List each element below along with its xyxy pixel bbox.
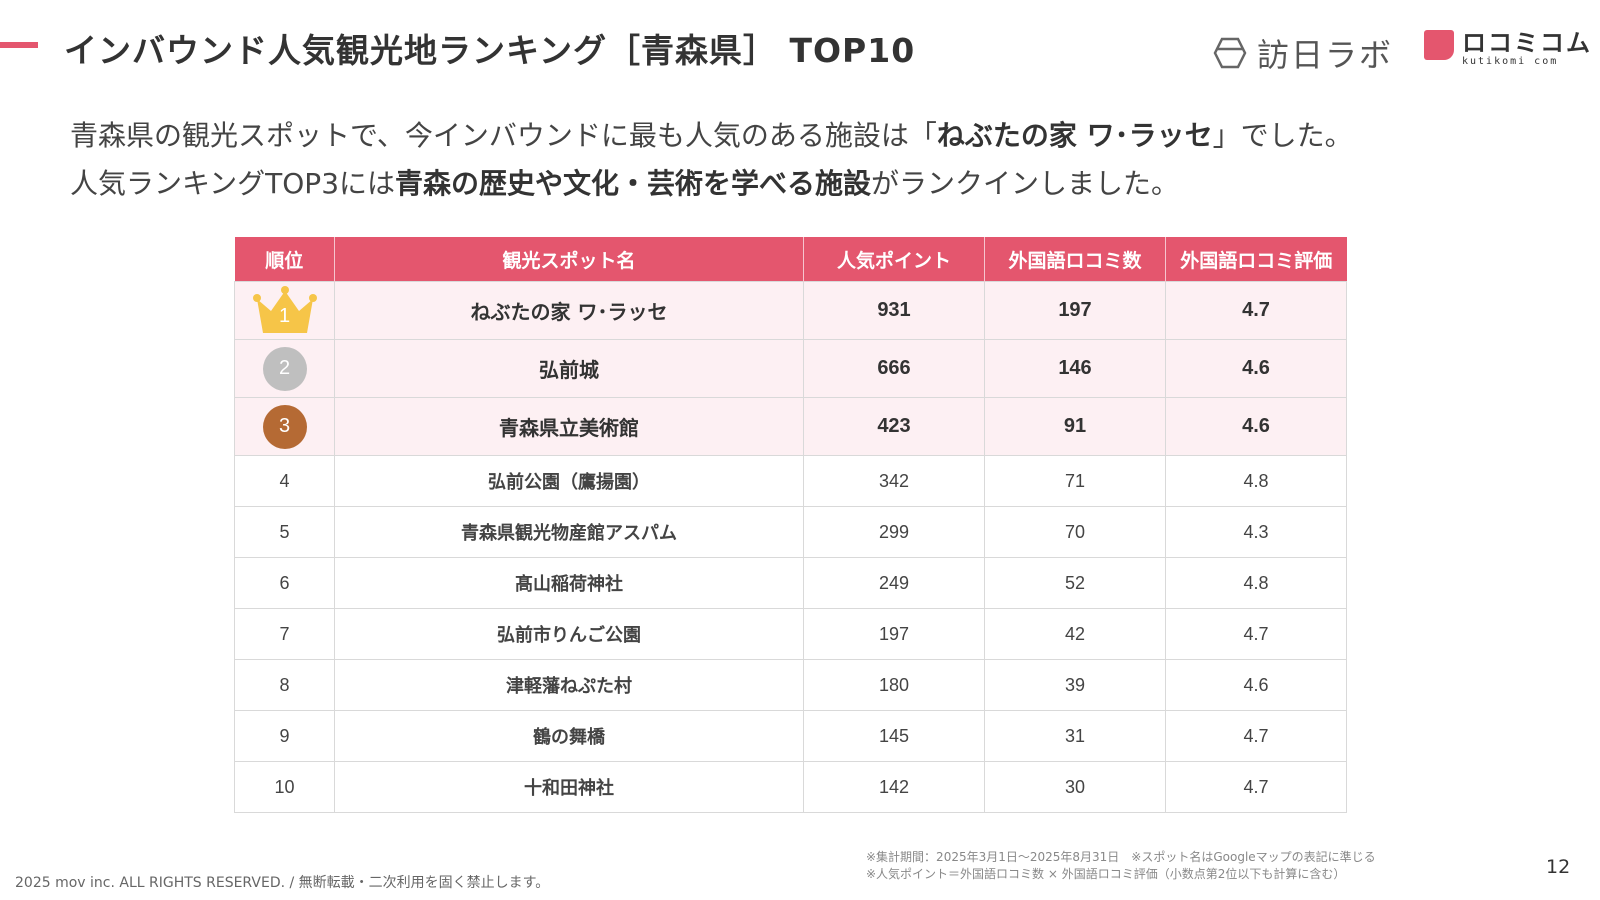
rating-value: 4.7 [1165,608,1347,660]
rank-cell: 4 [234,455,335,507]
logo-houjin-labo: 訪日ラボ [1213,30,1393,76]
lead-highlight-1: ねぶたの家 ワ･ラッセ [936,119,1213,152]
footnote: ※集計期間：2025年3月1日〜2025年8月31日 ※スポット名はGoogle… [866,849,1376,883]
hexagon-logo-icon [1213,37,1247,69]
rank-cell: 2 [234,339,335,398]
page-title: インバウンド人気観光地ランキング［青森県］ TOP10 [64,31,916,70]
speech-bubble-icon [1424,30,1454,60]
rank-cell: 5 [234,506,335,558]
lead-line-1: 青森県の観光スポットで、今インバウンドに最も人気のある施設は「ねぶたの家 ワ･ラ… [70,119,1353,152]
reviews-value: 31 [984,710,1166,762]
table-row: 1 ねぶたの家 ワ･ラッセ 931 197 4.7 [234,281,1347,340]
rank-number: 1 [278,304,291,327]
points-value: 342 [803,455,985,507]
rating-value: 4.8 [1165,455,1347,507]
table-row: 8 津軽藩ねぷた村 180 39 4.6 [234,659,1347,711]
rank-cell: 8 [234,659,335,711]
points-value: 666 [803,339,985,398]
accent-bar [0,42,38,48]
table-row: 2 弘前城 666 146 4.6 [234,339,1347,398]
header-reviews: 外国語ロコミ数 [984,237,1166,282]
points-value: 249 [803,557,985,609]
gold-crown-icon: 1 [252,285,317,337]
lead-highlight-2: 青森の歴史や文化・芸術を学べる施設 [395,167,872,200]
points-value: 145 [803,710,985,762]
points-value: 299 [803,506,985,558]
rating-value: 4.6 [1165,659,1347,711]
rank-cell: 3 [234,397,335,456]
footnote-line-2: ※人気ポイント＝外国語ロコミ数 × 外国語ロコミ評価（小数点第2位以下も計算に含… [866,867,1346,881]
table-row: 7 弘前市りんご公園 197 42 4.7 [234,608,1347,660]
reviews-value: 52 [984,557,1166,609]
spot-name: 津軽藩ねぷた村 [334,659,804,711]
page-number: 12 [1546,856,1571,878]
spot-name: 青森県観光物産館アスパム [334,506,804,558]
rank-cell: 10 [234,761,335,813]
ranking-table: 順位 観光スポット名 人気ポイント 外国語ロコミ数 外国語ロコミ評価 1 ね [234,237,1347,813]
table-row: 4 弘前公園（鷹揚園） 342 71 4.8 [234,455,1347,507]
rating-value: 4.7 [1165,761,1347,813]
lead-line-2: 人気ランキングTOP3には青森の歴史や文化・芸術を学べる施設がランクインしました… [70,167,1180,200]
table-row: 5 青森県観光物産館アスパム 299 70 4.3 [234,506,1347,558]
bronze-medal-icon: 3 [262,404,307,449]
header-rank: 順位 [234,237,335,282]
header-points: 人気ポイント [803,237,985,282]
reviews-value: 39 [984,659,1166,711]
rating-value: 4.6 [1165,397,1347,456]
rating-value: 4.3 [1165,506,1347,558]
rating-value: 4.7 [1165,710,1347,762]
spot-name: 弘前城 [334,339,804,398]
rank-cell: 6 [234,557,335,609]
points-value: 142 [803,761,985,813]
rating-value: 4.8 [1165,557,1347,609]
rating-value: 4.6 [1165,339,1347,398]
table-header-row: 順位 観光スポット名 人気ポイント 外国語ロコミ数 外国語ロコミ評価 [234,237,1347,282]
reviews-value: 70 [984,506,1166,558]
reviews-value: 30 [984,761,1166,813]
spot-name: 十和田神社 [334,761,804,813]
header-spot: 観光スポット名 [334,237,804,282]
header-rating: 外国語ロコミ評価 [1165,237,1347,282]
reviews-value: 42 [984,608,1166,660]
logo-kuchikomi-jp: ロコミコム [1462,29,1592,57]
points-value: 423 [803,397,985,456]
rank-cell: 9 [234,710,335,762]
spot-name: 髙山稲荷神社 [334,557,804,609]
spot-name: 弘前公園（鷹揚園） [334,455,804,507]
rank-cell: 1 [234,281,335,340]
lead-text: 青森県の観光スポットで、今インバウンドに最も人気のある施設は「ねぶたの家 ワ･ラ… [70,112,1353,208]
logo-kuchikomi-com: ロコミコム kutikomi com [1424,30,1592,67]
spot-name: 弘前市りんご公園 [334,608,804,660]
reviews-value: 197 [984,281,1166,340]
silver-medal-icon: 2 [262,346,307,391]
rating-value: 4.7 [1165,281,1347,340]
spot-name: ねぶたの家 ワ･ラッセ [334,281,804,340]
rank-cell: 7 [234,608,335,660]
spot-name: 青森県立美術館 [334,397,804,456]
reviews-value: 91 [984,397,1166,456]
points-value: 931 [803,281,985,340]
spot-name: 鶴の舞橋 [334,710,804,762]
points-value: 197 [803,608,985,660]
logo-kuchikomi-en: kutikomi com [1462,56,1559,67]
logo-labo-name: 訪日ラボ [1257,36,1394,74]
copyright: 2025 mov inc. ALL RIGHTS RESERVED. / 無断転… [15,875,550,891]
table-row: 6 髙山稲荷神社 249 52 4.8 [234,557,1347,609]
footnote-line-1: ※集計期間：2025年3月1日〜2025年8月31日 ※スポット名はGoogle… [866,850,1376,864]
reviews-value: 71 [984,455,1166,507]
reviews-value: 146 [984,339,1166,398]
table-row: 10 十和田神社 142 30 4.7 [234,761,1347,813]
table-row: 9 鶴の舞橋 145 31 4.7 [234,710,1347,762]
table-row: 3 青森県立美術館 423 91 4.6 [234,397,1347,456]
points-value: 180 [803,659,985,711]
